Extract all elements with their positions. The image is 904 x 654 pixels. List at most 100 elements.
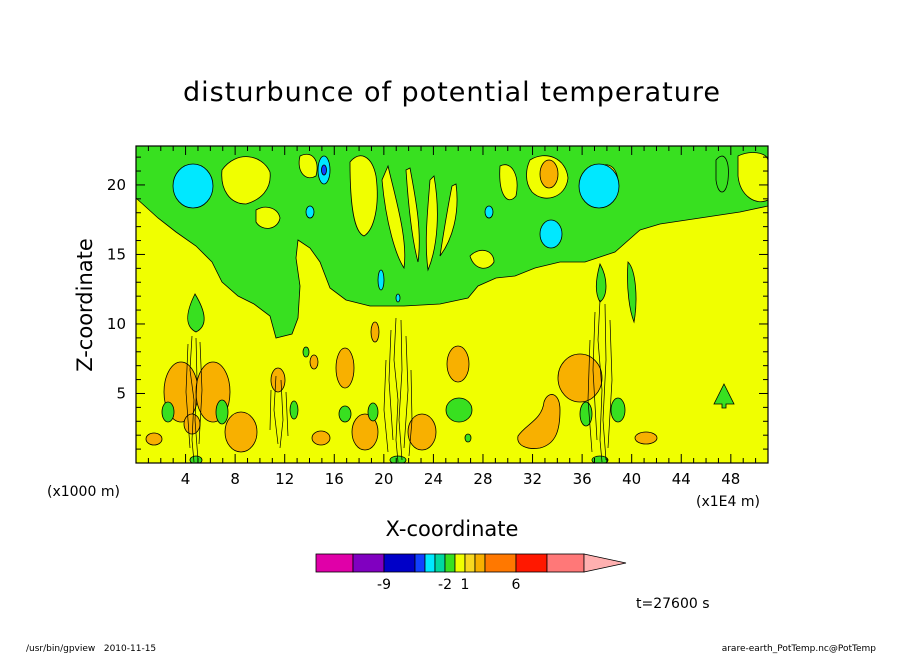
colorbar-cell [464, 553, 476, 573]
colorbar-cell [474, 553, 486, 573]
contour-orange-l14 [270, 367, 286, 393]
contour-green-arrow [713, 383, 735, 409]
y-tick-label: 5 [116, 384, 126, 402]
x-axis-title: X-coordinate [386, 517, 519, 541]
contour-orange-l12 [517, 394, 561, 449]
contour-blue-1 [321, 164, 327, 176]
x-tick-label: 44 [672, 470, 691, 488]
footer-right: arare-earth_PotTemp.nc@PotTemp [722, 644, 877, 654]
plume-lines-3 [587, 299, 613, 463]
plume-lines-2 [383, 317, 413, 463]
x-tick-label: 16 [325, 470, 344, 488]
colorbar-cell [352, 553, 385, 573]
y-axis-title: Z-coordinate [73, 238, 97, 372]
contour-green-right-2 [715, 155, 729, 193]
contour-upper-yellow-5 [405, 167, 420, 263]
contour-green-l8 [367, 402, 379, 422]
contour-green-l12 [302, 346, 310, 358]
contour-orange-l13 [634, 431, 658, 445]
x-tick-label: 12 [275, 470, 294, 488]
contour-orange-l6 [335, 347, 355, 389]
colorbar-label: 1 [461, 577, 470, 593]
x-axis: 4 8 12 16 20 24 28 32 36 40 44 48 [147, 146, 757, 488]
footer-left: /usr/bin/gpview 2010-11-15 [26, 644, 156, 654]
contour-orange-l8 [311, 430, 331, 446]
x-tick-label: 36 [573, 470, 592, 488]
contour-upper-yellow-6 [425, 175, 438, 272]
colorbar-label: -2 [438, 577, 452, 593]
colorbar-cell [515, 553, 548, 573]
contour-cyan-3 [539, 219, 563, 249]
contour-green-l11 [189, 455, 203, 463]
contour-green-l3 [610, 397, 626, 423]
contour-green-l7 [289, 400, 299, 420]
contour-upper-yellow-3 [349, 155, 378, 237]
colorbar-cell [444, 553, 456, 573]
contour-green-l6 [161, 401, 175, 423]
y-tick-label: 20 [107, 176, 126, 194]
colorbar-cell [315, 553, 354, 573]
colorbar-label: 6 [512, 577, 521, 593]
contour-cyan-8 [395, 293, 401, 303]
colorbar-cell [546, 553, 585, 573]
contour-orange-l4 [145, 432, 163, 446]
contour-cyan-6 [484, 205, 494, 219]
contour-green-right-1 [627, 261, 637, 324]
time-label: t=27600 s [636, 596, 710, 612]
plume-lines-4 [269, 375, 289, 449]
y-tick-label: 15 [107, 245, 126, 263]
plot-frame [135, 145, 769, 464]
contour-green-l13 [464, 433, 472, 443]
x-tick-label: 28 [473, 470, 492, 488]
x-unit-left: (x1000 m) [47, 484, 120, 500]
colorbar-arrow [583, 553, 627, 573]
contour-cyan-1 [172, 163, 214, 209]
contour-upper-yellow-11 [298, 153, 318, 179]
x-tick-label: 20 [374, 470, 393, 488]
colorbar-cell [434, 553, 446, 573]
contour-green-l1 [445, 397, 473, 423]
contour-upper-yellow-7 [439, 183, 458, 257]
contour-orange-l9 [446, 345, 470, 383]
colorbar: -9 -2 1 6 [315, 553, 627, 593]
contour-orange-l16 [309, 354, 319, 370]
contour-cyan-7 [377, 269, 385, 291]
contour-upper-yellow-1 [221, 156, 271, 205]
colorbar-cell [484, 553, 517, 573]
contour-upper-yellow-2 [255, 206, 281, 229]
contour-green-plume-1 [187, 293, 205, 333]
contour-cyan-5 [305, 205, 315, 219]
x-tick-label: 8 [230, 470, 240, 488]
contour-upper-yellow-8 [499, 164, 518, 201]
contour-upper-yellow-4 [381, 164, 406, 270]
colorbar-cell [383, 553, 416, 573]
colorbar-cell [414, 553, 426, 573]
contour-cyan-2 [578, 163, 620, 209]
y-tick-label: 10 [107, 315, 126, 333]
contour-orange-l15 [370, 321, 380, 343]
colorbar-cell [424, 553, 436, 573]
contour-orange-l10 [407, 413, 437, 451]
contour-orange-upper [539, 159, 559, 189]
x-tick-label: 32 [523, 470, 542, 488]
x-tick-label: 48 [721, 470, 740, 488]
x-tick-label: 24 [424, 470, 443, 488]
contour-upper-yellow-13 [469, 249, 495, 269]
contour-green-l5 [215, 399, 229, 425]
contour-orange-l3 [224, 411, 258, 453]
contour-green-l4 [579, 401, 593, 427]
colorbar-label: -9 [377, 577, 391, 593]
x-tick-label: 4 [181, 470, 191, 488]
contour-green-l2 [338, 405, 352, 423]
y-axis: 5 10 15 20 [107, 156, 768, 450]
plume-lines-1 [185, 335, 203, 463]
contour-green-l10 [591, 455, 609, 463]
chart-title: disturbunce of potential temperature [183, 77, 721, 108]
colorbar-cell [454, 553, 466, 573]
contour-orange-l7 [351, 413, 379, 451]
x-unit-right: (x1E4 m) [696, 494, 760, 510]
contour-orange-l5 [183, 413, 201, 435]
x-tick-label: 40 [622, 470, 641, 488]
contour-upper-yellow-12 [737, 152, 768, 202]
